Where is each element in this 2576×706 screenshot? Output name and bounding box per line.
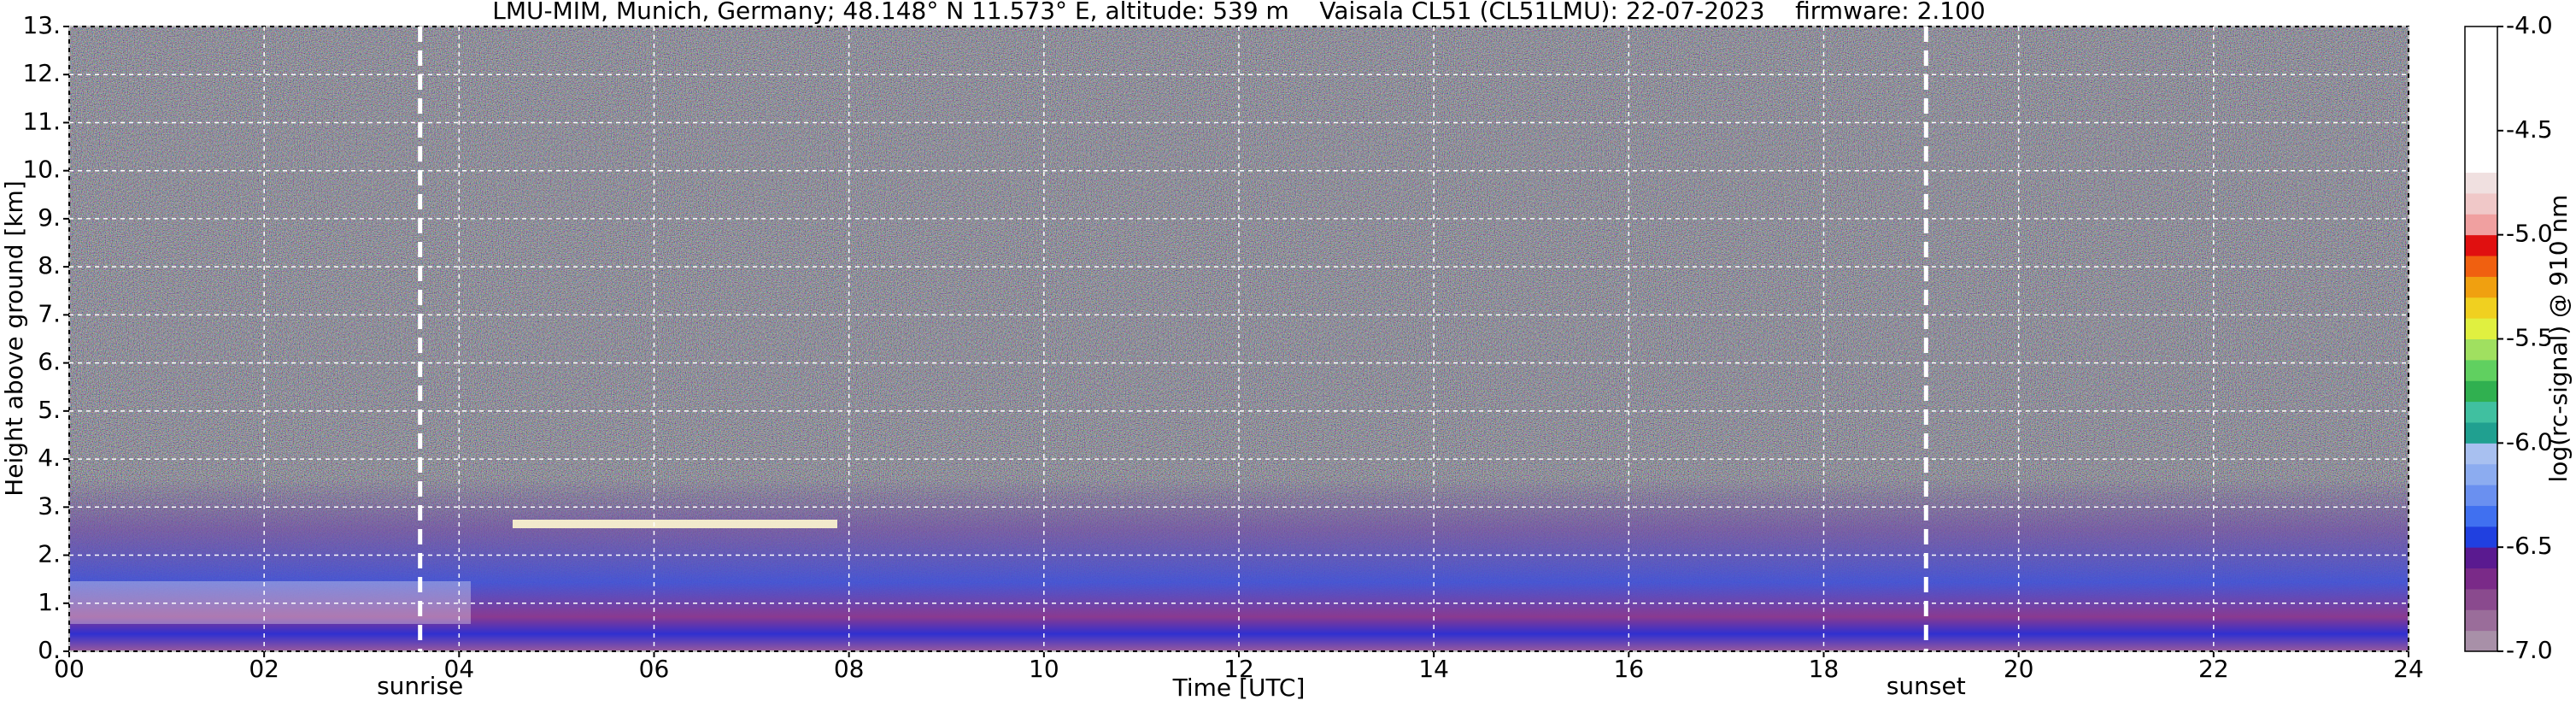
colorbar-segment [2465,214,2497,236]
x-tick-label: 00 [54,655,85,683]
y-tick-label: 8. [38,251,61,279]
colorbar-segment [2465,297,2497,319]
colorbar-segment [2465,359,2497,381]
colorbar-segment [2465,234,2497,256]
annotation-label: sunset [1887,672,1966,700]
y-axis-label: Height above ground [km] [0,180,28,497]
colorbar-segment [2465,568,2497,590]
colorbar-tick-label: -4.0 [2506,11,2553,39]
colorbar-segment [2465,338,2497,361]
colorbar-tick-label: -5.0 [2506,220,2553,248]
colorbar-tick-label: -5.5 [2506,324,2553,352]
x-tick-label: 02 [249,655,279,683]
colorbar-segment [2465,172,2497,194]
colorbar-tick-label: -6.0 [2506,427,2553,456]
colorbar-segment [2465,588,2497,610]
y-tick-label: 3. [38,491,61,520]
colorbar-segment [2465,151,2497,174]
colorbar-segment [2465,47,2497,69]
y-tick-label: 10. [22,156,61,184]
x-tick-label: 22 [2198,655,2229,683]
y-tick-label: 1. [38,588,61,616]
colorbar-segment [2465,256,2497,277]
y-tick-label: 2. [38,540,61,568]
x-tick-label: 06 [639,655,670,683]
x-tick-label: 20 [2004,655,2034,683]
chart-title: LMU-MIM, Munich, Germany; 48.148° N 11.5… [492,0,1986,25]
colorbar-segment [2465,485,2497,506]
colorbar-segment [2465,89,2497,110]
colorbar-segment [2465,68,2497,90]
x-tick-label: 16 [1614,655,1645,683]
x-tick-label: 08 [834,655,865,683]
colorbar-segment [2465,421,2497,444]
colorbar-segment [2465,443,2497,465]
colorbar-segment [2465,130,2497,152]
x-tick-label: 18 [1809,655,1840,683]
annotation-label: sunrise [377,672,463,700]
y-tick-label: 0. [38,636,61,664]
colorbar-label: log(rc-signal) @ 910 nm [2544,195,2573,483]
colorbar-segment [2465,547,2497,569]
x-axis-label: Time [UTC] [1172,674,1306,702]
colorbar-segment [2465,192,2497,215]
y-tick-label: 5. [38,396,61,424]
x-tick-label: 14 [1418,655,1449,683]
colorbar-segment [2465,380,2497,403]
colorbar-segment [2465,463,2497,485]
y-tick-label: 12. [22,59,61,87]
colorbar-segment [2465,505,2497,527]
colorbar-tick-label: -4.5 [2506,115,2553,144]
y-tick-label: 13. [22,11,61,39]
x-tick-label: 24 [2393,655,2424,683]
colorbar-segment [2465,318,2497,339]
x-tick-label: 10 [1029,655,1059,683]
y-tick-label: 11. [22,107,61,135]
colorbar-segment [2465,630,2497,652]
y-tick-label: 4. [38,444,61,472]
y-tick-label: 6. [38,348,61,376]
colorbar-tick-label: -6.5 [2506,532,2553,560]
y-tick-label: 9. [38,203,61,232]
x-tick-label: 04 [444,655,475,683]
colorbar-tick-label: -7.0 [2506,636,2553,664]
colorbar-segment [2465,109,2497,132]
y-tick-label: 7. [38,299,61,327]
colorbar-segment [2465,26,2497,48]
colorbar-segment [2465,276,2497,298]
colorbar-segment [2465,526,2497,548]
x-tick-label: 12 [1223,655,1254,683]
colorbar-segment [2465,401,2497,423]
colorbar-segment [2465,609,2497,632]
